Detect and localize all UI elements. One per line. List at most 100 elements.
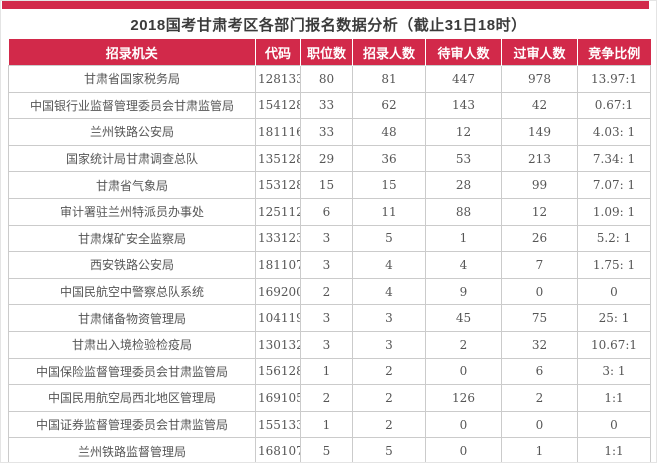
table-cell: 53 xyxy=(425,144,502,173)
table-cell: 104119 xyxy=(255,304,301,332)
table-row: 中国保险监督管理委员会甘肃监管局 156128 1 2 0 6 3: 1 xyxy=(8,357,651,386)
column-header-4: 待审人数 xyxy=(425,39,502,66)
table-row: 中国民用航空局西北地区管理局 169105 2 2 126 2 1:1 xyxy=(8,384,651,412)
agency-name-cell: 甘肃省国家税务局 xyxy=(8,65,256,93)
table-cell: 7.07: 1 xyxy=(577,171,651,199)
table-cell: 42 xyxy=(501,91,578,120)
table-cell: 3: 1 xyxy=(577,357,651,386)
table-cell: 2 xyxy=(425,330,502,359)
table-row: 中国银行业监督管理委员会甘肃监管局 154128 33 62 143 42 0.67:1 xyxy=(8,91,651,120)
table-cell: 0 xyxy=(501,277,578,306)
table-cell: 11 xyxy=(352,197,426,226)
table-cell: 181116 xyxy=(255,118,301,146)
table-cell: 0 xyxy=(425,410,502,439)
agency-name-cell: 甘肃储备物资管理局 xyxy=(8,304,256,332)
agency-name-cell: 兰州铁路监督管理局 xyxy=(8,437,256,462)
table-cell: 0 xyxy=(577,410,651,439)
table-cell: 169105 xyxy=(255,384,301,412)
table-cell: 153128 xyxy=(255,171,301,199)
table-cell: 5 xyxy=(352,437,426,462)
table-row: 甘肃省气象局 153128 15 15 28 99 7.07: 1 xyxy=(8,171,651,199)
table-row: 甘肃出入境检验检疫局 130132 3 3 2 32 10.67:1 xyxy=(8,330,651,359)
table-row: 兰州铁路公安局 181116 33 48 12 149 4.03: 1 xyxy=(8,118,651,146)
table-cell: 7.34: 1 xyxy=(577,144,651,173)
column-header-6: 竞争比例 xyxy=(577,39,651,66)
table-cell: 12 xyxy=(501,197,578,226)
table-cell: 88 xyxy=(425,197,502,226)
table-cell: 3 xyxy=(300,330,353,359)
table-cell: 5.2: 1 xyxy=(577,224,651,253)
table-row: 兰州铁路监督管理局 168107 5 5 0 1 1:1 xyxy=(8,437,651,462)
table-row: 西安铁路公安局 181107 3 4 4 7 1.75: 1 xyxy=(8,251,651,279)
table-cell: 1 xyxy=(300,357,353,386)
table-cell: 213 xyxy=(501,144,578,173)
agency-name-cell: 中国保险监督管理委员会甘肃监管局 xyxy=(8,357,256,386)
table-cell: 128133 xyxy=(255,65,301,93)
table-cell: 4.03: 1 xyxy=(577,118,651,146)
table-cell: 0.67:1 xyxy=(577,91,651,120)
table-cell: 3 xyxy=(300,251,353,279)
agency-name-cell: 中国证券监督管理委员会甘肃监管局 xyxy=(8,410,256,439)
table-cell: 15 xyxy=(300,171,353,199)
table-cell: 33 xyxy=(300,118,353,146)
table-cell: 15 xyxy=(352,171,426,199)
agency-name-cell: 中国民航空中警察总队系统 xyxy=(8,277,256,306)
column-header-5: 过审人数 xyxy=(501,39,578,66)
table-cell: 45 xyxy=(425,304,502,332)
table-cell: 12 xyxy=(425,118,502,146)
table-cell: 181107 xyxy=(255,251,301,279)
agency-name-cell: 西安铁路公安局 xyxy=(8,251,256,279)
recruitment-data-table: 招录机关 代码 职位数 招录人数 待审人数 过审人数 竞争比例 甘肃省国家税务局 128133… xyxy=(8,39,651,462)
table-cell: 143 xyxy=(425,91,502,120)
table-cell: 1.09: 1 xyxy=(577,197,651,226)
table-cell: 32 xyxy=(501,330,578,359)
column-header-1: 代码 xyxy=(255,39,301,66)
table-cell: 2 xyxy=(300,384,353,412)
table-cell: 75 xyxy=(501,304,578,332)
table-cell: 1 xyxy=(425,224,502,253)
agency-name-cell: 甘肃煤矿安全监察局 xyxy=(8,224,256,253)
table-row: 中国民航空中警察总队系统 169200 2 4 9 0 0 xyxy=(8,277,651,306)
table-cell: 2 xyxy=(352,410,426,439)
table-cell: 3 xyxy=(300,224,353,253)
table-cell: 1 xyxy=(501,437,578,462)
table-cell: 13.97:1 xyxy=(577,65,651,93)
table-row: 中国证券监督管理委员会甘肃监管局 155133 1 2 0 0 0 xyxy=(8,410,651,439)
column-header-0: 招录机关 xyxy=(8,39,256,66)
agency-name-cell: 兰州铁路公安局 xyxy=(8,118,256,146)
table-cell: 2 xyxy=(352,384,426,412)
table-row: 国家统计局甘肃调查总队 135128 29 36 53 213 7.34: 1 xyxy=(8,144,651,173)
table-cell: 26 xyxy=(501,224,578,253)
table-cell: 168107 xyxy=(255,437,301,462)
table-row: 甘肃煤矿安全监察局 133123 3 5 1 26 5.2: 1 xyxy=(8,224,651,253)
table-cell: 447 xyxy=(425,65,502,93)
agency-name-cell: 甘肃出入境检验检疫局 xyxy=(8,330,256,359)
table-cell: 25: 1 xyxy=(577,304,651,332)
table-cell: 29 xyxy=(300,144,353,173)
table-cell: 5 xyxy=(352,224,426,253)
table-cell: 0 xyxy=(425,437,502,462)
table-cell: 7 xyxy=(501,251,578,279)
table-cell: 6 xyxy=(300,197,353,226)
table-cell: 169200 xyxy=(255,277,301,306)
table-cell: 62 xyxy=(352,91,426,120)
table-header-row: 招录机关 代码 职位数 招录人数 待审人数 过审人数 竞争比例 xyxy=(8,39,651,66)
table-cell: 1:1 xyxy=(577,437,651,462)
table-cell: 6 xyxy=(501,357,578,386)
agency-name-cell: 中国银行业监督管理委员会甘肃监管局 xyxy=(8,91,256,120)
table-cell: 0 xyxy=(425,357,502,386)
table-cell: 3 xyxy=(300,304,353,332)
table-cell: 3 xyxy=(352,304,426,332)
table-cell: 154128 xyxy=(255,91,301,120)
table-cell: 48 xyxy=(352,118,426,146)
top-accent-bar xyxy=(2,1,649,9)
table-cell: 978 xyxy=(501,65,578,93)
table-cell: 156128 xyxy=(255,357,301,386)
table-cell: 81 xyxy=(352,65,426,93)
table-cell: 149 xyxy=(501,118,578,146)
table-cell: 1:1 xyxy=(577,384,651,412)
table-cell: 80 xyxy=(300,65,353,93)
agency-name-cell: 国家统计局甘肃调查总队 xyxy=(8,144,256,173)
table-cell: 10.67:1 xyxy=(577,330,651,359)
table-cell: 1.75: 1 xyxy=(577,251,651,279)
